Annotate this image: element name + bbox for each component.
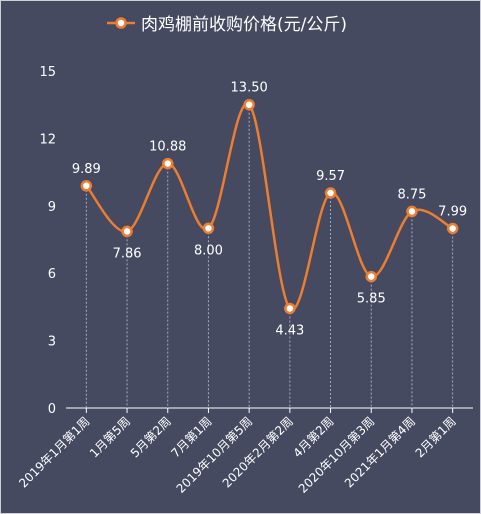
data-point [243,98,255,111]
y-tick-label: 9 [48,200,56,215]
series-line [85,102,454,311]
data-point [284,302,296,315]
data-label: 4.43 [275,323,304,338]
data-point [80,180,93,192]
data-label: 10.88 [149,140,186,155]
x-axis-ticks [85,408,454,413]
data-point [202,222,215,235]
data-label: 5.85 [357,292,386,307]
x-tick-label: 5月第2周 [128,414,174,460]
x-axis-labels: 2019年1月第1周1月第5周5月第2周7月第1周2019年10月第5周2020… [16,414,459,496]
x-tick-label: 1月第5周 [87,414,133,460]
y-axis: 0 3 6 9 12 15 [39,65,56,417]
x-tick-label: 2020年10月第3周 [296,414,378,496]
data-point [365,270,377,283]
x-tick-label: 2020年2月第2周 [220,414,296,490]
x-tick-label: 2月第1周 [413,414,459,460]
data-point [406,205,418,218]
data-label: 9.89 [72,162,101,177]
data-label: 7.86 [113,246,142,261]
y-tick-label: 12 [39,132,56,147]
data-label: 13.50 [231,81,268,96]
x-tick-label: 2019年10月第5周 [174,414,256,496]
data-labels: 9.89 7.86 10.88 8.00 13.50 4.43 9.57 5.85 8.75 7.… [72,81,467,339]
y-tick-label: 15 [39,65,56,80]
data-label: 8.00 [194,243,223,258]
y-tick-label: 3 [48,335,56,350]
drop-lines [85,104,454,408]
y-tick-label: 6 [48,267,56,282]
x-tick-label: 2021年1月第4周 [342,414,418,490]
x-tick-label: 2019年1月第1周 [16,414,92,490]
data-point [162,157,174,170]
data-label: 8.75 [397,187,426,202]
data-point [446,222,459,235]
data-point [121,225,133,238]
circle-marker-line-icon [115,17,127,29]
legend[interactable]: 肉鸡棚前收购价格(元/公斤) [107,15,347,35]
y-tick-label: 0 [48,402,56,417]
legend-label: 肉鸡棚前收购价格(元/公斤) [141,15,347,35]
data-label: 7.99 [438,204,467,219]
data-point [324,187,337,199]
series-group [80,98,459,315]
data-label: 9.57 [316,169,345,184]
